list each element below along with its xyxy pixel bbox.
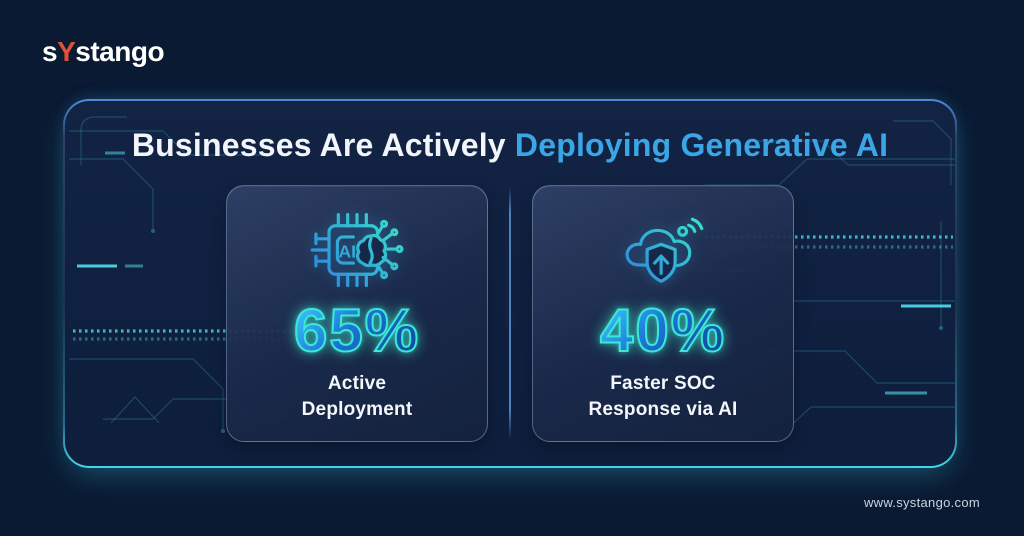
stat-card-active-deployment: AI 65% Active Deployment [226,185,488,442]
stat-value-soc-response: 40% [599,297,727,365]
stat-label-soc-response: Faster SOC Response via AI [588,373,738,420]
main-panel-frame: Businesses Are Actively Deploying Genera… [63,99,957,468]
stat-value-active-deployment: 65% [293,297,421,365]
page-title: Businesses Are Actively Deploying Genera… [65,127,955,164]
logo-prefix: s [42,36,58,67]
circuit-traces-decoration [69,116,955,433]
ai-chip-icon: AI [310,213,404,288]
systango-logo: sYstango [42,36,165,68]
stat-card-soc-response: 40% Faster SOC Response via AI [532,185,794,442]
title-highlight: Deploying Generative AI [514,127,889,163]
stat-label-active-deployment: Active Deployment [301,373,413,420]
main-panel: Businesses Are Actively Deploying Genera… [65,101,955,466]
ai-chip-icon-text: AI [338,242,356,262]
website-url: www.systango.com [863,495,980,510]
card-divider-line [509,187,511,440]
title-plain: Businesses Are Actively [131,127,506,163]
cloud-shield-upload-icon [625,218,704,284]
logo-suffix: stango [75,36,165,67]
stat-cards-row: AI 65% Active Deployment [65,185,955,442]
logo-accent-letter: Y [57,36,76,67]
